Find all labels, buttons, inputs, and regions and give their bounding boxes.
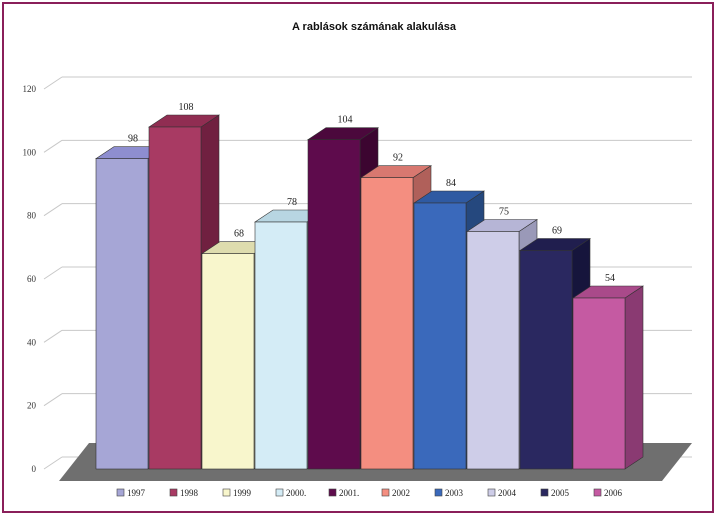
legend-label: 2000. — [286, 488, 306, 498]
legend-swatch — [593, 488, 602, 497]
bar-front — [360, 177, 414, 470]
gridline-side — [43, 393, 63, 407]
bar-front — [148, 126, 202, 470]
data-label: 92 — [393, 153, 403, 164]
legend-label: 2005 — [551, 488, 570, 498]
legend-swatch — [275, 488, 284, 497]
gridline-side — [43, 139, 63, 153]
bar-front — [572, 297, 626, 470]
legend-label: 2004 — [498, 488, 517, 498]
y-tick-label: 120 — [23, 84, 37, 94]
gridline-side — [43, 456, 63, 470]
legend-label: 2001. — [339, 488, 359, 498]
data-label: 68 — [234, 229, 244, 240]
legend-swatch — [116, 488, 125, 497]
data-labels: 98 108 68 78 104 92 84 75 69 54 — [128, 102, 615, 284]
legend-item-1998: 1998 — [169, 488, 199, 498]
legend-swatch — [169, 488, 178, 497]
legend-item-2003: 2003 — [434, 488, 464, 498]
bar-2006 — [572, 285, 644, 470]
y-tick-label: 60 — [27, 274, 37, 284]
data-label: 84 — [446, 178, 456, 189]
legend-item-1999: 1999 — [222, 488, 252, 498]
bar-front — [413, 202, 467, 470]
legend-label: 2003 — [445, 488, 464, 498]
legend-item-1997: 1997 — [116, 488, 146, 498]
legend-label: 1998 — [180, 488, 199, 498]
y-tick-label: 20 — [27, 401, 37, 411]
y-tick-label: 80 — [27, 211, 37, 221]
y-axis: 0 20 40 60 80 100 120 — [23, 84, 37, 474]
data-label: 54 — [605, 273, 615, 284]
y-tick-label: 0 — [32, 464, 37, 474]
gridline-side — [43, 329, 63, 343]
legend-swatch — [381, 488, 390, 497]
data-label: 69 — [552, 226, 562, 237]
data-label: 98 — [128, 134, 138, 145]
legend-swatch — [434, 488, 443, 497]
legend-item-2005: 2005 — [540, 488, 570, 498]
data-label: 78 — [287, 197, 297, 208]
data-label: 75 — [499, 207, 509, 218]
legend-swatch — [487, 488, 496, 497]
bars — [95, 114, 644, 470]
data-label: 104 — [338, 115, 353, 126]
bar-front — [307, 139, 361, 470]
bar-front — [201, 253, 255, 470]
gridline-side — [43, 76, 63, 90]
y-tick-label: 100 — [23, 147, 37, 157]
legend-item-2004: 2004 — [487, 488, 517, 498]
legend-label: 2006 — [604, 488, 623, 498]
legend-swatch — [222, 488, 231, 497]
legend-item-2006: 2006 — [593, 488, 623, 498]
legend-item-2000.: 2000. — [275, 488, 306, 498]
bar-side — [624, 285, 644, 470]
legend-label: 1997 — [127, 488, 146, 498]
bar-front — [95, 158, 149, 470]
gridline-side — [43, 266, 63, 280]
gridline-side — [43, 203, 63, 217]
legend-swatch — [540, 488, 549, 497]
bar-chart: A rablások számának alakulása 0 20 40 60 80 1… — [23, 21, 692, 498]
legend-label: 1999 — [233, 488, 252, 498]
legend-label: 2002 — [392, 488, 410, 498]
bar-front — [466, 231, 520, 470]
legend-item-2002: 2002 — [381, 488, 410, 498]
data-label: 108 — [179, 102, 194, 113]
legend-swatch — [328, 488, 337, 497]
bar-front — [519, 250, 573, 470]
y-tick-label: 40 — [27, 337, 37, 347]
bar-front — [254, 221, 308, 470]
legend: 1997 1998 1999 2000. 2001. 2002 2003 2004 2005 20… — [116, 488, 623, 498]
chart-title: A rablások számának alakulása — [292, 21, 457, 33]
legend-item-2001.: 2001. — [328, 488, 359, 498]
